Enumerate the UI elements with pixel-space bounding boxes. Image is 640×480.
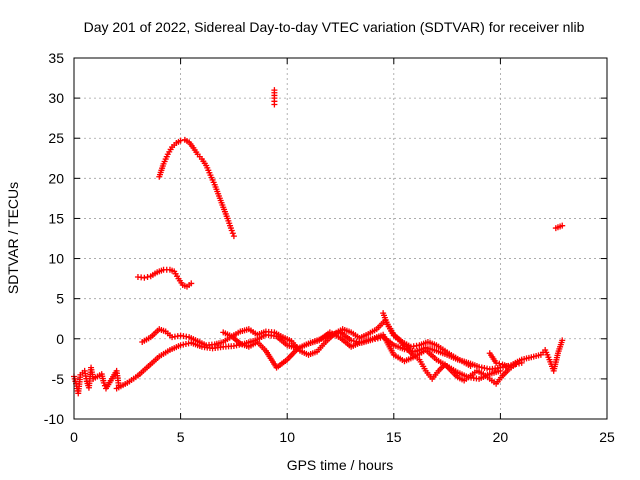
axis-ticks: 0 5 10 15 20 25 -10 -5 0 5 10 15 20 25 30 35 <box>44 50 615 445</box>
data-point <box>141 274 148 281</box>
data-point <box>100 379 107 386</box>
y-tick-label: 30 <box>48 90 64 106</box>
y-axis-label: SDTVAR / TECUs <box>5 182 21 294</box>
data-point <box>230 233 237 240</box>
x-tick-label: 0 <box>70 429 78 445</box>
series-late-cluster <box>486 337 566 374</box>
grid <box>74 58 607 419</box>
x-tick-label: 10 <box>279 429 295 445</box>
data-point-interp <box>496 360 503 367</box>
y-tick-label: 5 <box>56 291 64 307</box>
data-point <box>177 137 184 144</box>
data-point-interp <box>144 274 151 281</box>
y-tick-label: 25 <box>48 130 64 146</box>
series-arc-upper-peak <box>156 136 237 240</box>
x-tick-label: 15 <box>386 429 402 445</box>
y-tick-label: -10 <box>44 411 64 427</box>
data-point-interp <box>229 230 236 237</box>
y-tick-label: 0 <box>56 331 64 347</box>
series-main-band-d <box>380 310 519 387</box>
data-point <box>467 363 474 370</box>
series-arc-mid <box>134 266 195 290</box>
x-tick-label: 25 <box>599 429 615 445</box>
y-tick-label: 35 <box>48 50 64 66</box>
y-tick-label: 20 <box>48 170 64 186</box>
data-point <box>559 337 566 344</box>
series-main-band-c <box>220 329 504 382</box>
data-point <box>188 280 195 287</box>
x-axis-label: GPS time / hours <box>287 457 394 473</box>
data-point <box>559 222 566 229</box>
chart-title: Day 201 of 2022, Sidereal Day-to-day VTE… <box>84 19 585 35</box>
y-tick-label: -5 <box>52 371 65 387</box>
y-tick-label: 10 <box>48 251 64 267</box>
data-points <box>71 87 566 397</box>
series-early-scatter <box>71 364 122 397</box>
series-outlier-top <box>271 87 278 108</box>
data-point <box>271 101 278 108</box>
data-point <box>493 359 500 366</box>
plot-frame <box>73 57 608 420</box>
data-point <box>228 227 235 234</box>
series-late-pair <box>552 222 566 232</box>
y-tick-label: 15 <box>48 210 64 226</box>
x-tick-label: 5 <box>177 429 185 445</box>
x-tick-label: 20 <box>493 429 509 445</box>
data-point <box>497 367 504 374</box>
